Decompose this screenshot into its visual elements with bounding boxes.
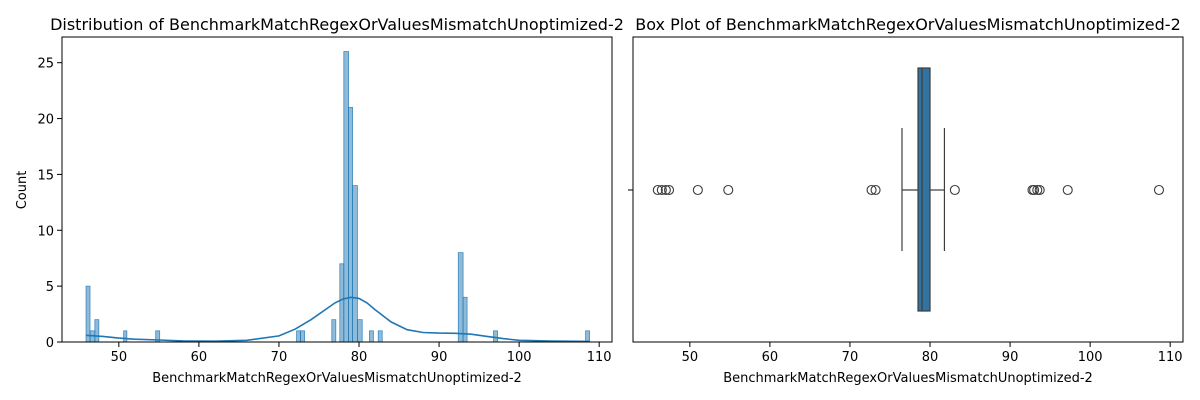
histogram-y-tick-label: 25 <box>37 57 54 72</box>
histogram-axes-frame <box>61 36 613 343</box>
boxplot-outlier <box>663 184 675 196</box>
kde-line <box>85 296 590 343</box>
boxplot-outlier <box>656 184 667 196</box>
boxplot-panel: 50 60 70 80 90 100 110 Box Plot of BenchmarkMa… <box>628 15 1184 386</box>
histogram-bar <box>352 185 358 343</box>
boxplot-outlier <box>1062 184 1073 196</box>
histogram-x-tick-label: 60 <box>191 350 208 365</box>
histogram-bar <box>369 330 374 343</box>
boxplot-x-tick-label: 100 <box>1078 350 1103 365</box>
histogram-bar <box>457 252 464 343</box>
histogram-bar <box>348 106 354 343</box>
boxplot-outlier <box>1034 184 1045 196</box>
histogram-bar <box>123 330 128 343</box>
boxplot-outlier <box>692 184 703 196</box>
histogram-bar <box>357 319 363 343</box>
histogram-y-ticks: 0 5 10 15 20 25 <box>37 57 62 351</box>
boxplot-x-tick-label: 90 <box>1002 350 1019 365</box>
boxplot-outlier <box>1032 184 1043 196</box>
histogram-x-axis-label: BenchmarkMatchRegexOrValuesMismatchUnopt… <box>152 371 522 386</box>
boxplot-outlier <box>723 184 734 196</box>
boxplot-outlier <box>652 184 663 196</box>
histogram-bar <box>377 330 383 343</box>
histogram-y-tick-label: 20 <box>37 113 54 128</box>
boxplot-outlier <box>866 184 877 196</box>
boxplot-outlier <box>870 184 881 196</box>
boxplot-title: Box Plot of BenchmarkMatchRegexOrValuesM… <box>635 15 1181 34</box>
boxplot-outlier <box>1153 184 1165 196</box>
boxplot-box <box>917 67 931 312</box>
boxplot-elements <box>652 67 1165 312</box>
histogram-bar <box>300 330 305 343</box>
boxplot-x-axis-label: BenchmarkMatchRegexOrValuesMismatchUnopt… <box>723 371 1093 386</box>
histogram-bar <box>85 285 91 343</box>
histogram-title: Distribution of BenchmarkMatchRegexOrVal… <box>50 15 624 34</box>
histogram-x-tick-label: 110 <box>587 350 612 365</box>
histogram-x-tick-label: 90 <box>431 350 448 365</box>
histogram-bar <box>493 330 498 343</box>
boxplot-x-ticks: 50 60 70 80 90 100 110 <box>682 342 1183 365</box>
histogram-bar <box>94 319 100 343</box>
boxplot-x-tick-label: 50 <box>682 350 699 365</box>
boxplot-outlier <box>1029 184 1040 196</box>
histogram-bar <box>585 330 590 343</box>
boxplot-x-tick-label: 70 <box>842 350 859 365</box>
boxplot-x-tick-label: 80 <box>922 350 939 365</box>
histogram-panel: 50 60 70 80 90 100 110 0 5 10 15 20 25 Distribution… <box>15 15 624 386</box>
histogram-y-tick-label: 5 <box>46 280 54 295</box>
histogram-x-ticks: 50 60 70 80 90 100 110 <box>111 342 612 365</box>
boxplot-outlier <box>949 184 960 196</box>
histogram-bar <box>296 330 301 343</box>
histogram-y-tick-label: 15 <box>37 168 54 183</box>
boxplot-x-tick-label: 60 <box>762 350 779 365</box>
histogram-x-tick-label: 100 <box>507 350 532 365</box>
histogram-x-tick-label: 70 <box>271 350 288 365</box>
histogram-bar <box>331 319 337 343</box>
histogram-x-tick-label: 80 <box>351 350 368 365</box>
histogram-y-tick-label: 0 <box>46 336 54 351</box>
boxplot-outlier <box>660 184 671 196</box>
boxplot-x-tick-label: 110 <box>1158 350 1183 365</box>
histogram-y-axis-label: Count <box>15 171 30 210</box>
histogram-bar <box>339 263 345 343</box>
histogram-bars <box>85 51 590 343</box>
histogram-x-tick-label: 50 <box>111 350 128 365</box>
histogram-bar <box>462 296 468 343</box>
histogram-y-tick-label: 10 <box>37 224 54 239</box>
